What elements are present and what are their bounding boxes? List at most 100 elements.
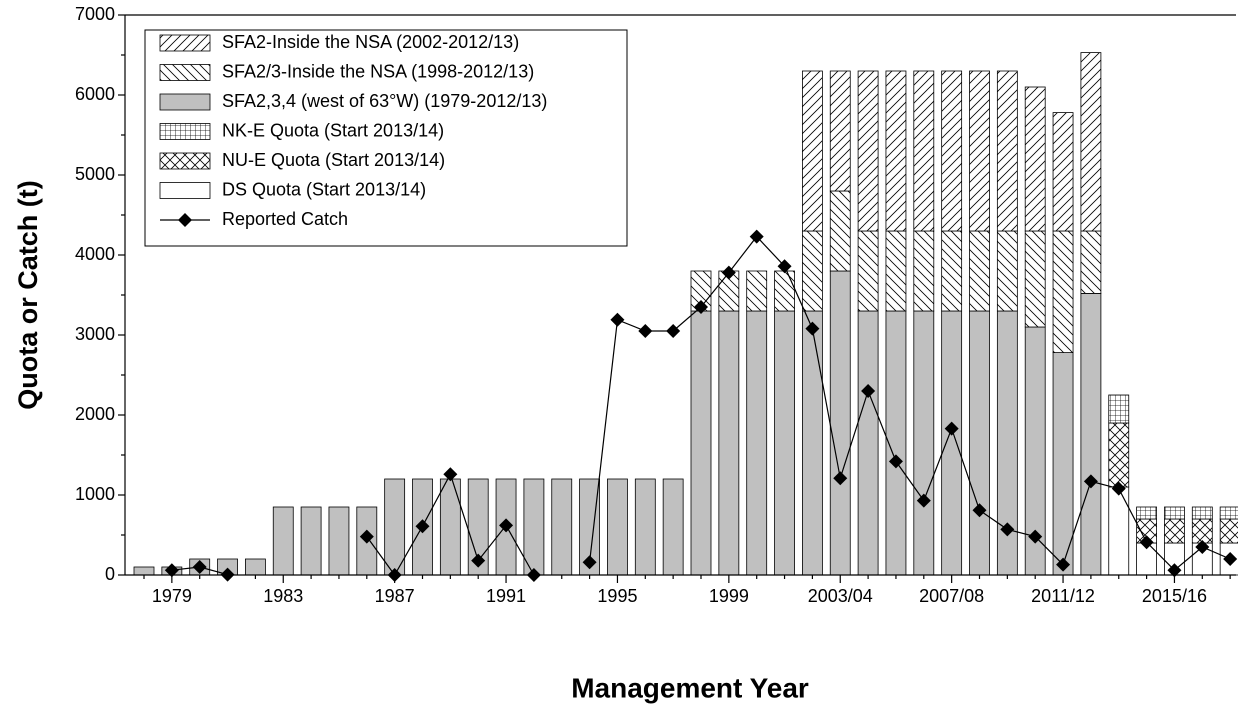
bar-segment: [662, 478, 684, 576]
bar-segment: [969, 70, 990, 232]
legend-swatch: [159, 93, 211, 111]
bar-segment: [774, 310, 795, 576]
catch-marker: [666, 324, 681, 338]
catch-marker: [1167, 563, 1182, 578]
bar-segment: [1191, 506, 1213, 520]
x-tick-label: 2007/08: [919, 586, 984, 606]
legend-label: DS Quota (Start 2013/14): [222, 179, 426, 199]
catch-marker: [415, 519, 430, 534]
bar-segment: [1080, 292, 1102, 576]
bar-segment: [1080, 52, 1102, 232]
bar-segment: [829, 190, 851, 272]
legend-label: SFA2/3-Inside the NSA (1998-2012/13): [222, 61, 534, 81]
bar-segment: [746, 270, 768, 312]
bar-segment: [829, 70, 851, 192]
legend-label: NU-E Quota (Start 2013/14): [222, 150, 445, 170]
bar-segment: [607, 478, 628, 576]
bar-segment: [272, 506, 294, 576]
catch-marker: [721, 265, 736, 280]
x-tick-label: 1983: [263, 586, 303, 606]
bar-segment: [913, 310, 935, 576]
bar-segment: [1191, 518, 1213, 544]
catch-marker: [861, 384, 876, 398]
catch-marker: [1111, 481, 1126, 496]
bar-segment: [941, 310, 963, 576]
bar-segment: [802, 70, 823, 232]
bar-segment: [1219, 518, 1238, 544]
y-tick-label: 5000: [75, 164, 115, 184]
bar-segment: [1080, 230, 1102, 294]
bar-segment: [244, 558, 266, 576]
legend-swatch: [159, 152, 211, 170]
catch-marker: [610, 312, 625, 327]
x-axis-label: Management Year: [571, 672, 809, 703]
bar-segment: [523, 478, 545, 576]
bar-segment: [941, 230, 963, 312]
y-tick-label: 0: [105, 564, 115, 584]
catch-marker: [888, 454, 903, 469]
bar-segment: [634, 478, 656, 576]
catch-marker: [833, 471, 848, 486]
catch-marker: [471, 553, 486, 568]
catch-marker: [694, 300, 708, 314]
bar-segment: [300, 506, 322, 576]
y-axis-label: Quota or Catch (t): [13, 180, 43, 410]
bar-segment: [1164, 518, 1185, 544]
catch-marker: [1195, 540, 1210, 554]
bar-segment: [1219, 506, 1238, 520]
catch-marker: [805, 321, 820, 336]
bar-segment: [802, 230, 823, 312]
bar-segment: [1052, 352, 1074, 576]
bar-segment: [969, 310, 990, 576]
catch-marker: [638, 324, 653, 338]
bar-segment: [718, 310, 740, 576]
bar-segment: [857, 70, 879, 232]
catch-marker: [1223, 552, 1238, 566]
bar-segment: [802, 310, 823, 576]
catch-marker: [220, 567, 235, 582]
y-tick-label: 3000: [75, 324, 115, 344]
catch-marker: [1056, 557, 1071, 572]
catch-marker: [944, 421, 959, 436]
bar-segment: [941, 70, 963, 232]
x-tick-label: 1979: [152, 586, 192, 606]
catch-marker: [192, 560, 207, 574]
bar-segment: [1108, 422, 1130, 488]
catch-marker: [387, 568, 402, 582]
x-tick-label: 1991: [486, 586, 526, 606]
x-tick-label: 1999: [709, 586, 749, 606]
catch-marker: [1028, 529, 1043, 544]
catch-line: [589, 235, 1231, 572]
bar-segment: [857, 310, 879, 576]
legend-label: SFA2,3,4 (west of 63°W) (1979-2012/13): [222, 91, 547, 111]
catch-marker: [777, 259, 792, 274]
legend-marker: [178, 213, 192, 227]
y-tick-label: 1000: [75, 484, 115, 504]
legend-label: NK-E Quota (Start 2013/14): [222, 120, 444, 140]
legend-swatch: [159, 34, 211, 52]
catch-marker: [916, 493, 931, 508]
bar-segment: [885, 230, 907, 312]
bar-segment: [969, 230, 990, 312]
x-tick-label: 2011/12: [1031, 586, 1095, 606]
catch-marker: [749, 229, 764, 244]
legend-label: SFA2-Inside the NSA (2002-2012/13): [222, 32, 519, 52]
catch-marker: [1000, 522, 1015, 537]
bar-segment: [913, 70, 935, 232]
x-tick-label: 2015/16: [1142, 586, 1207, 606]
catch-marker: [164, 563, 179, 578]
bar-segment: [439, 478, 461, 576]
bar-segment: [551, 478, 573, 576]
bar-segment: [690, 310, 712, 576]
x-tick-label: 2003/04: [808, 586, 873, 606]
y-tick-label: 6000: [75, 84, 115, 104]
legend-swatch: [159, 182, 211, 199]
catch-marker: [1083, 474, 1098, 489]
bar-segment: [996, 70, 1018, 232]
catch-marker: [1139, 535, 1154, 550]
bar-segment: [1052, 230, 1074, 353]
x-tick-label: 1995: [597, 586, 637, 606]
bar-segment: [1024, 230, 1046, 328]
legend-swatch: [159, 64, 211, 81]
